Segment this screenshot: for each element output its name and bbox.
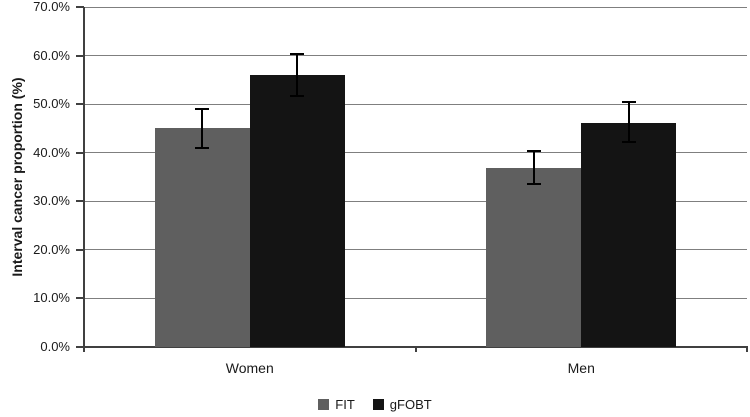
error-bar-cap-bottom (621, 140, 636, 143)
error-bar-line (296, 54, 299, 96)
y-axis-tick (76, 346, 84, 348)
gridline (84, 200, 747, 202)
y-axis-tick-label: 30.0% (33, 193, 70, 209)
bar-women-fit (154, 128, 250, 347)
error-bar-cap-top (621, 101, 636, 104)
y-axis-tick (76, 248, 84, 251)
gridline (84, 55, 747, 57)
legend-item-gfobt: gFOBT (372, 397, 432, 412)
error-bar-line (627, 102, 630, 142)
bar-women-gfobt (249, 75, 345, 347)
error-bar-line (532, 150, 535, 185)
gridline (84, 297, 747, 299)
legend-item-fit: FIT (318, 397, 355, 412)
y-axis-tick-label: 70.0% (33, 0, 70, 14)
legend-swatch-gfobt (372, 399, 384, 410)
legend: FIT gFOBT (0, 397, 750, 412)
gridline (84, 103, 747, 105)
y-axis-line (83, 7, 85, 349)
legend-label: FIT (335, 397, 355, 412)
error-bar-cap-top (195, 108, 210, 110)
y-axis-title: Interval cancer proportion (%) (9, 77, 25, 277)
y-axis-tick (76, 54, 84, 57)
x-axis-tick (746, 347, 748, 352)
x-category-label: Women (225, 360, 274, 376)
y-axis-tick-label: 10.0% (33, 290, 70, 306)
y-axis-tick-label: 40.0% (33, 144, 70, 160)
x-axis-tick (83, 347, 85, 352)
y-axis-tick (76, 103, 84, 106)
y-axis-tick (76, 297, 84, 300)
bar-men-fit (486, 167, 582, 347)
y-axis-tick (76, 6, 84, 8)
gridline (84, 249, 747, 251)
error-bar-cap-bottom (290, 94, 305, 97)
error-bar-line (201, 109, 204, 148)
gridline (84, 6, 747, 8)
x-category-label: Men (567, 360, 595, 376)
legend-label: gFOBT (389, 397, 432, 412)
y-axis-tick-label: 60.0% (33, 47, 70, 63)
y-axis-tick (76, 151, 84, 154)
x-axis-tick (414, 347, 417, 352)
legend-swatch-fit (318, 399, 330, 410)
error-bar-cap-bottom (195, 146, 210, 149)
error-bar-cap-bottom (526, 183, 541, 186)
error-bar-cap-top (290, 53, 305, 56)
error-bar-cap-top (526, 149, 541, 152)
gridline (84, 152, 747, 154)
y-axis-tick (76, 200, 84, 203)
y-axis-tick-label: 50.0% (33, 96, 70, 112)
y-axis-tick-label: 20.0% (33, 241, 70, 257)
bar-men-gfobt (581, 123, 677, 347)
y-axis-tick-label: 0.0% (40, 339, 70, 354)
